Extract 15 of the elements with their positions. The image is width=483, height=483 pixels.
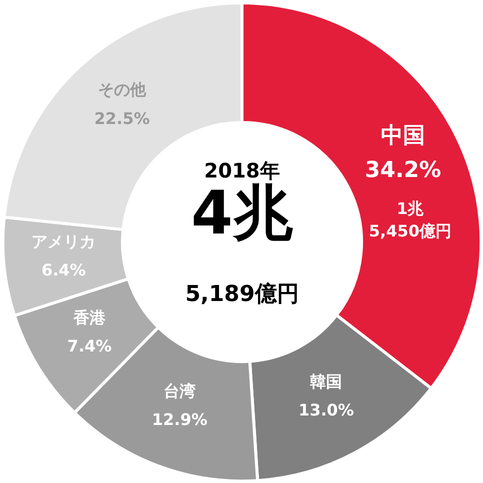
text: 1兆 5,450億円 [368,198,452,241]
slice-label: その他 [98,80,147,100]
slice-label: 台湾 [164,382,196,401]
slice-label: 香港 [72,308,106,327]
data-label: 6.4% [41,260,86,280]
text: 5,189億円 [185,282,299,308]
slice-label: アメリカ [32,232,96,252]
data-label: 34.2% [364,158,442,184]
data-label: 7.4% [67,336,112,356]
data-label: 12.9% [152,410,208,430]
data-label: 22.5% [94,108,150,128]
slice-label: 中国 [380,124,425,149]
data-label: 13.0% [298,400,354,420]
slice-label: 韓国 [310,372,342,391]
text: 2018年 [204,158,280,182]
